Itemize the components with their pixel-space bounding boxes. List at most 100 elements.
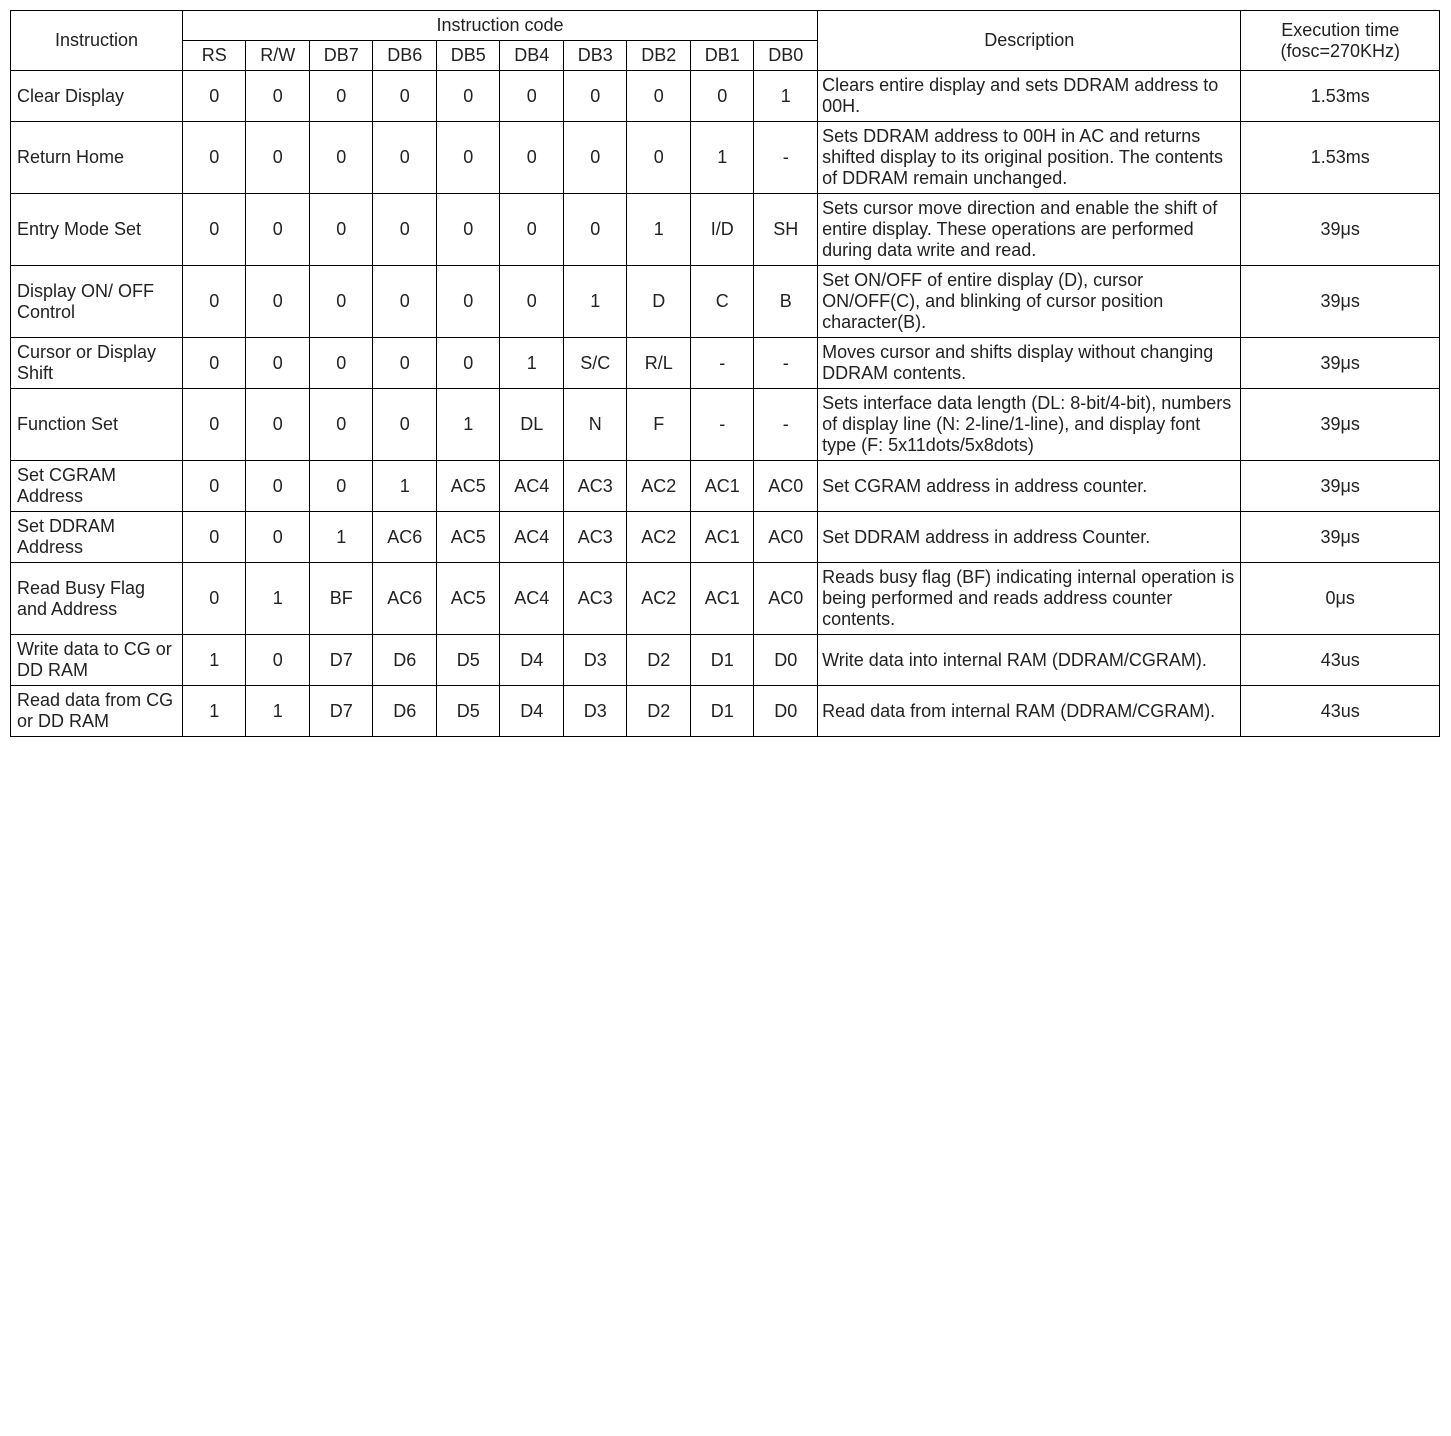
table-row: Set CGRAM Address0001AC5AC4AC3AC2AC1AC0S… [11,461,1440,512]
header-execution-time: Execution time (fosc=270KHz) [1241,11,1440,71]
cell-execution-time: 39μs [1241,461,1440,512]
cell-code: - [754,338,818,389]
cell-description: Read data from internal RAM (DDRAM/CGRAM… [818,686,1241,737]
cell-code: I/D [690,194,754,266]
cell-code: D [627,266,691,338]
table-row: Cursor or Display Shift000001S/CR/L--Mov… [11,338,1440,389]
cell-code: 0 [309,194,373,266]
cell-code: 0 [563,122,627,194]
header-code-col: DB3 [563,41,627,71]
cell-code: 0 [182,338,246,389]
cell-code: B [754,266,818,338]
cell-instruction: Clear Display [11,71,183,122]
cell-code: AC4 [500,563,564,635]
cell-execution-time: 39μs [1241,389,1440,461]
cell-code: D3 [563,686,627,737]
cell-code: AC6 [373,563,437,635]
cell-code: 0 [246,389,310,461]
table-row: Set DDRAM Address001AC6AC5AC4AC3AC2AC1AC… [11,512,1440,563]
cell-code: 0 [373,122,437,194]
cell-code: 0 [500,266,564,338]
cell-code: 1 [373,461,437,512]
header-code-col: DB6 [373,41,437,71]
cell-code: 0 [246,635,310,686]
cell-description: Reads busy flag (BF) indicating internal… [818,563,1241,635]
cell-instruction: Read Busy Flag and Address [11,563,183,635]
cell-code: AC1 [690,563,754,635]
cell-code: AC0 [754,563,818,635]
table-row: Return Home000000001-Sets DDRAM address … [11,122,1440,194]
header-instruction-code: Instruction code [182,11,817,41]
cell-code: R/L [627,338,691,389]
cell-code: 1 [754,71,818,122]
cell-code: 1 [182,686,246,737]
cell-code: D7 [309,686,373,737]
cell-code: 0 [436,194,500,266]
cell-code: AC3 [563,461,627,512]
cell-execution-time: 1.53ms [1241,71,1440,122]
cell-code: 0 [246,461,310,512]
cell-code: 1 [246,686,310,737]
cell-code: AC1 [690,512,754,563]
cell-code: 0 [690,71,754,122]
cell-code: 0 [309,266,373,338]
cell-description: Sets cursor move direction and enable th… [818,194,1241,266]
cell-code: 0 [246,122,310,194]
cell-code: C [690,266,754,338]
cell-code: N [563,389,627,461]
cell-code: 0 [563,71,627,122]
cell-code: 0 [309,461,373,512]
cell-execution-time: 43us [1241,686,1440,737]
cell-code: 0 [373,266,437,338]
cell-code: D4 [500,686,564,737]
cell-code: 0 [373,71,437,122]
cell-execution-time: 1.53ms [1241,122,1440,194]
cell-description: Set ON/OFF of entire display (D), cursor… [818,266,1241,338]
cell-code: SH [754,194,818,266]
header-code-col: DB5 [436,41,500,71]
cell-code: 1 [690,122,754,194]
header-description: Description [818,11,1241,71]
cell-code: AC5 [436,563,500,635]
cell-code: DL [500,389,564,461]
header-code-col: DB7 [309,41,373,71]
cell-code: 0 [246,194,310,266]
table-row: Clear Display0000000001Clears entire dis… [11,71,1440,122]
cell-code: - [690,338,754,389]
cell-code: AC6 [373,512,437,563]
cell-code: 0 [309,338,373,389]
cell-code: 0 [627,71,691,122]
cell-description: Write data into internal RAM (DDRAM/CGRA… [818,635,1241,686]
cell-code: D1 [690,686,754,737]
cell-execution-time: 39μs [1241,266,1440,338]
table-row: Display ON/ OFF Control0000001DCBSet ON/… [11,266,1440,338]
cell-code: 1 [436,389,500,461]
cell-code: D3 [563,635,627,686]
cell-code: 0 [500,194,564,266]
cell-instruction: Cursor or Display Shift [11,338,183,389]
cell-code: 1 [246,563,310,635]
cell-code: AC4 [500,461,564,512]
cell-code: AC0 [754,512,818,563]
cell-code: D5 [436,686,500,737]
cell-instruction: Return Home [11,122,183,194]
cell-code: AC0 [754,461,818,512]
cell-code: 0 [436,122,500,194]
cell-instruction: Set DDRAM Address [11,512,183,563]
header-instruction: Instruction [11,11,183,71]
cell-code: 0 [500,122,564,194]
cell-execution-time: 39μs [1241,194,1440,266]
cell-code: - [754,389,818,461]
cell-code: 0 [182,194,246,266]
cell-description: Sets DDRAM address to 00H in AC and retu… [818,122,1241,194]
cell-code: 1 [309,512,373,563]
cell-code: - [690,389,754,461]
table-row: Read data from CG or DD RAM11D7D6D5D4D3D… [11,686,1440,737]
cell-code: 1 [182,635,246,686]
header-code-col: DB1 [690,41,754,71]
cell-code: S/C [563,338,627,389]
header-code-col: RS [182,41,246,71]
cell-code: 0 [436,266,500,338]
cell-code: D2 [627,686,691,737]
table-header: Instruction Instruction code Description… [11,11,1440,71]
